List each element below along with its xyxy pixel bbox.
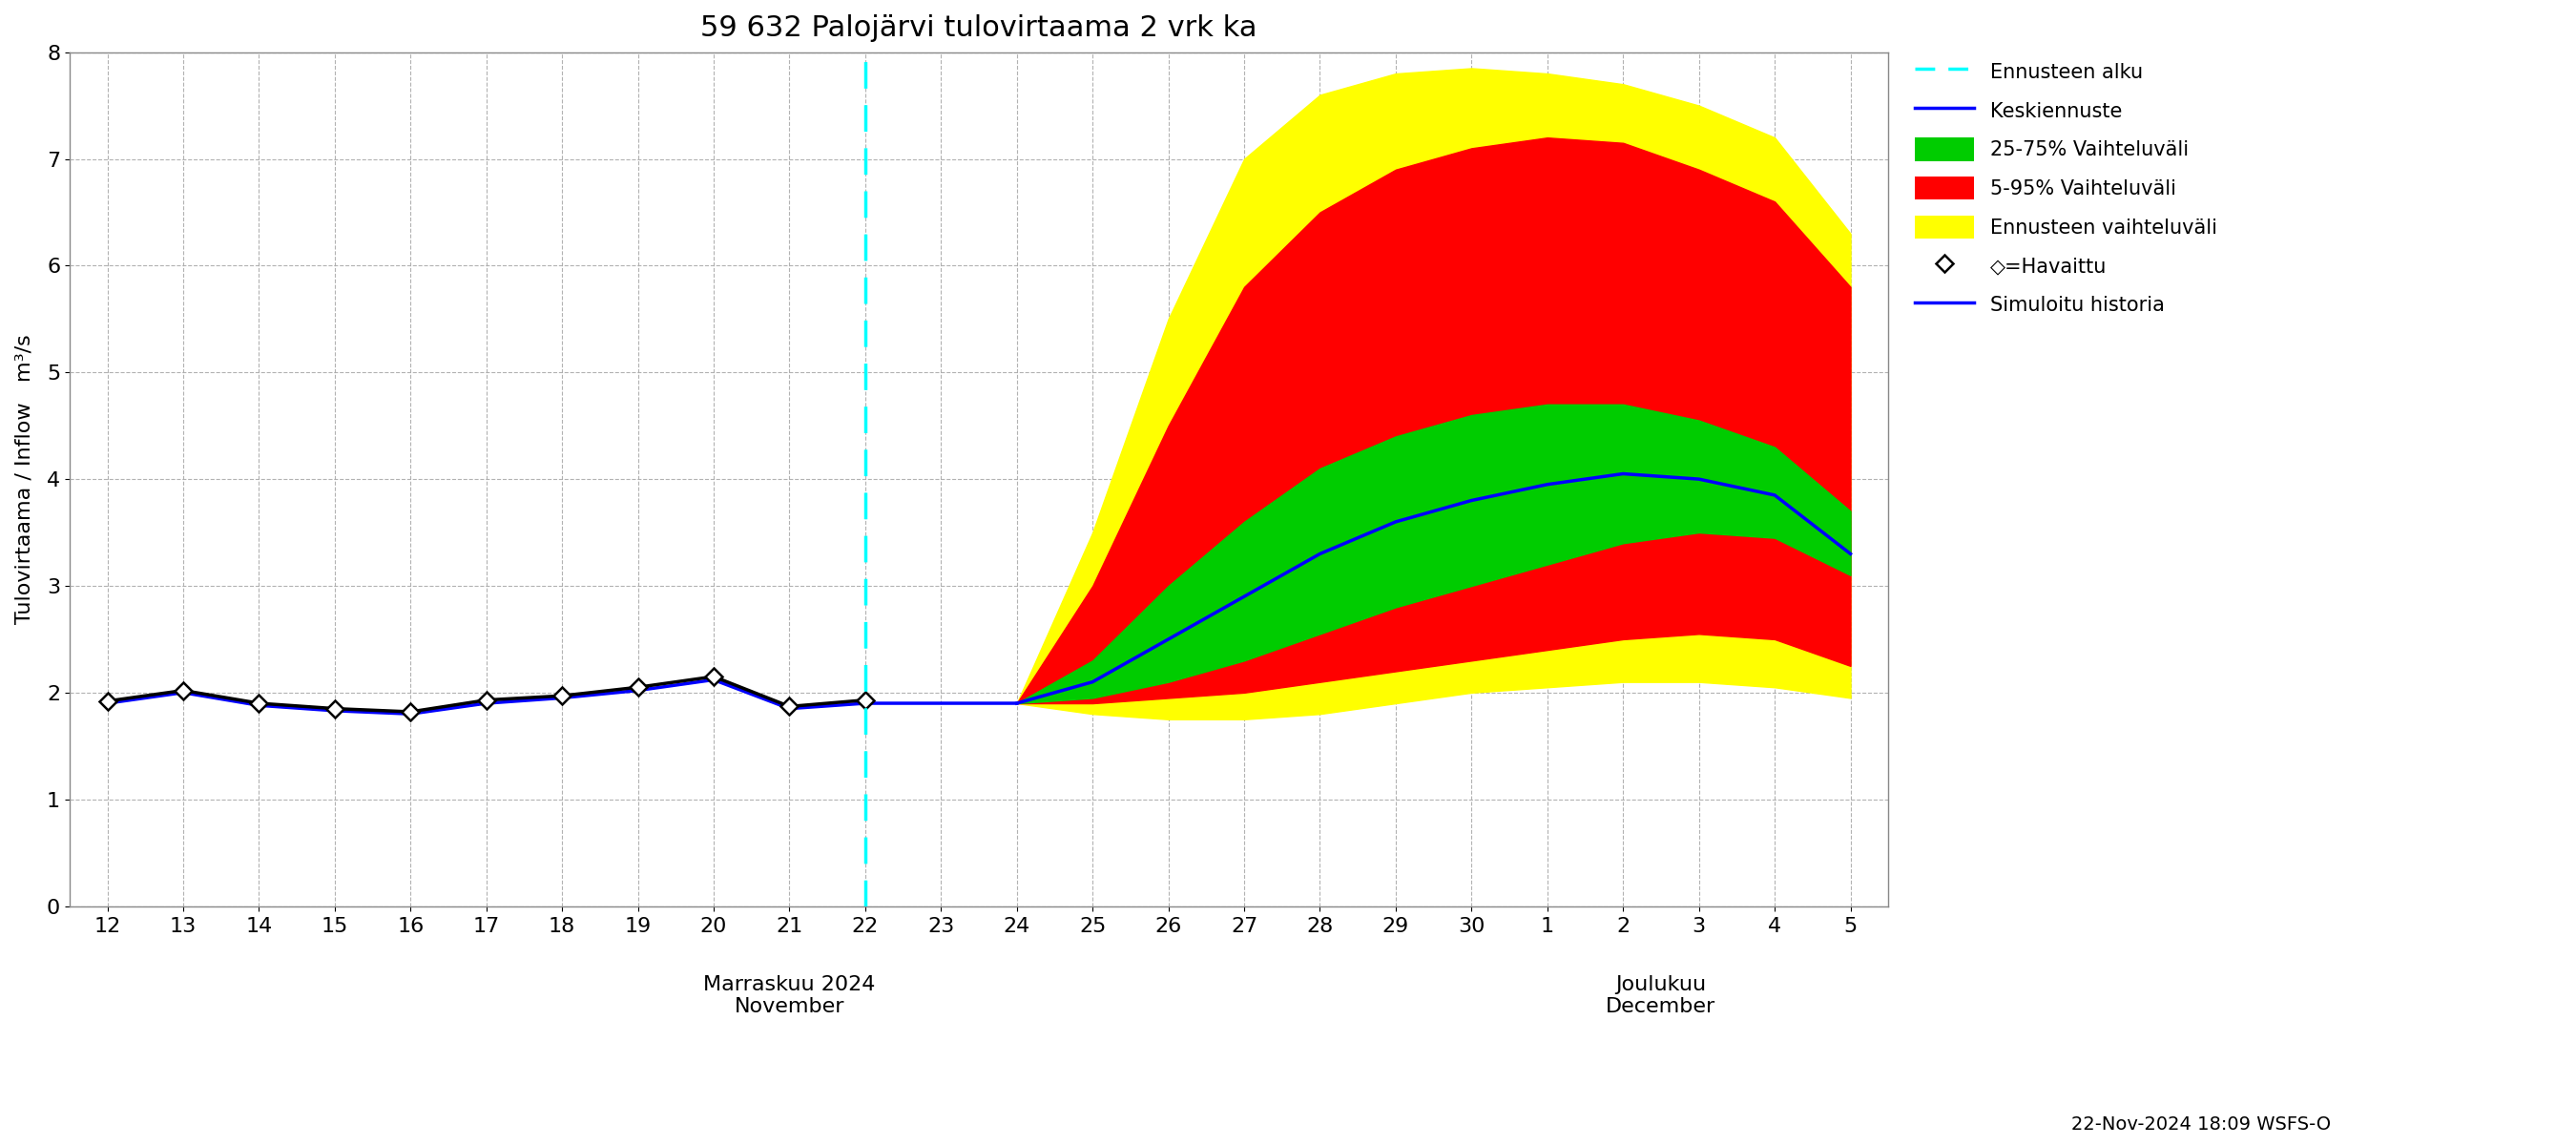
Text: Marraskuu 2024
November: Marraskuu 2024 November (703, 974, 876, 1017)
Text: Joulukuu
December: Joulukuu December (1605, 974, 1716, 1017)
Legend: Ennusteen alku, Keskiennuste, 25-75% Vaihteluväli, 5-95% Vaihteluväli, Ennusteen: Ennusteen alku, Keskiennuste, 25-75% Vai… (1906, 53, 2226, 324)
Title: 59 632 Palojärvi tulovirtaama 2 vrk ka: 59 632 Palojärvi tulovirtaama 2 vrk ka (701, 14, 1257, 42)
Text: 22-Nov-2024 18:09 WSFS-O: 22-Nov-2024 18:09 WSFS-O (2071, 1115, 2331, 1134)
Y-axis label: Tulovirtaama / Inflow   m³/s: Tulovirtaama / Inflow m³/s (15, 334, 33, 624)
